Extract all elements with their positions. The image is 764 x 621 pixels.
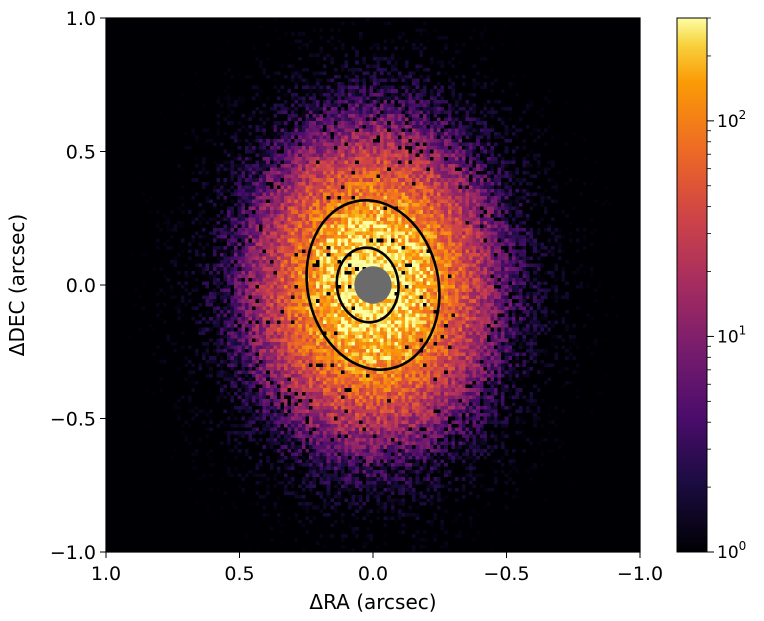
colorbar-tick-label: 100 [717,539,746,563]
colorbar-tick-base: 10 [717,327,739,347]
x-axis-label: ΔRA (arcsec) [309,590,436,614]
y-axis-label: ΔDEC (arcsec) [5,214,29,356]
colorbar-tick-exponent: 2 [739,108,747,122]
x-tick-label: −1.0 [617,563,663,585]
y-tick-label: 1.0 [66,8,96,30]
coronagraph-mask [354,266,392,304]
colorbar-tick-exponent: 0 [739,539,747,553]
x-axis-ticks: 1.0 0.5 0.0 −0.5 −1.0 [91,552,663,585]
colorbar-tick-exponent: 1 [739,323,747,337]
x-tick-label: 0.5 [224,563,254,585]
colorbar-tick-base: 10 [717,543,739,563]
y-axis-ticks: 1.0 0.5 0.0 −0.5 −1.0 [50,8,106,564]
contour-inner [335,246,400,324]
x-tick-label: −0.5 [483,563,529,585]
colorbar-gradient [677,18,707,552]
y-tick-label: 0.0 [66,275,96,297]
colorbar-tick-base: 10 [717,112,739,132]
contour-outer [305,199,441,371]
colorbar-frame [676,17,708,553]
overlays [305,199,441,371]
x-tick-label: 0.0 [358,563,388,585]
colorbar-tick-label: 102 [717,108,746,132]
x-tick-label: 1.0 [91,563,121,585]
y-tick-label: 0.5 [66,142,96,164]
y-tick-label: −0.5 [50,409,96,431]
colorbar-tick-label: 101 [717,323,746,347]
y-tick-label: −1.0 [50,542,96,564]
